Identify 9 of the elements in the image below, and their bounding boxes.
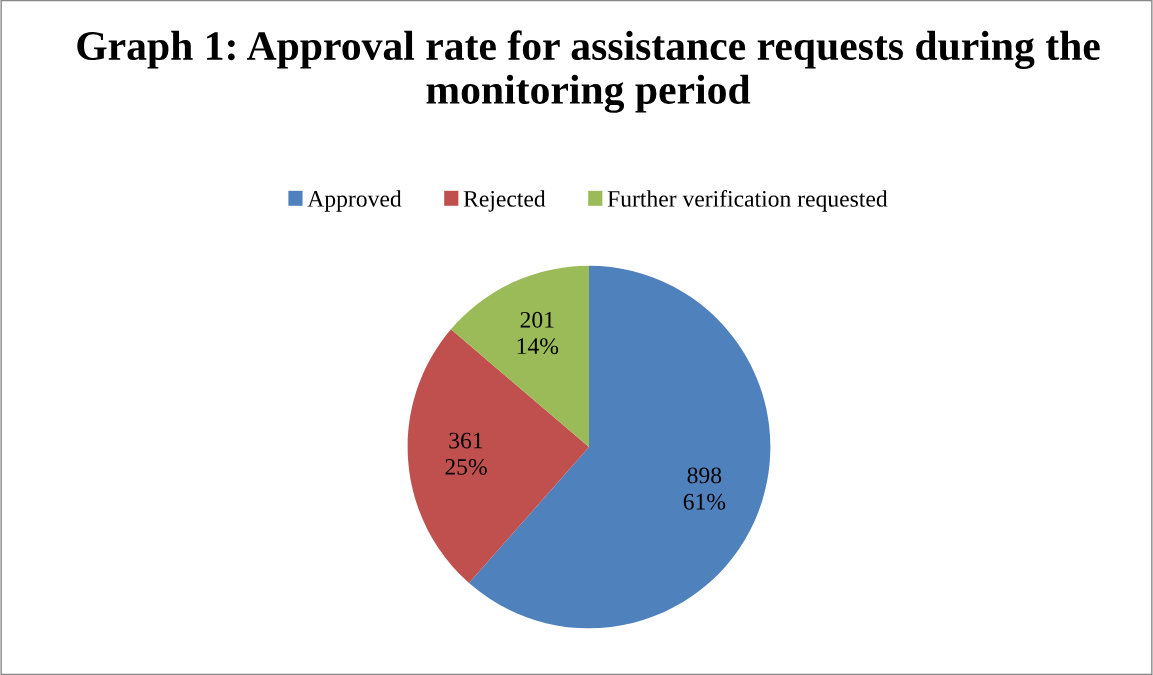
legend-label: Rejected: [463, 190, 546, 212]
pie-slice: [407, 329, 589, 583]
data-label: 361 25%: [445, 432, 487, 475]
legend-label: Approved: [307, 190, 402, 212]
data-label: 898 61%: [683, 467, 726, 510]
data-label: 201 14%: [517, 311, 559, 355]
legend-label: Further verification requested: [607, 190, 888, 212]
pie-slice: [450, 265, 589, 447]
chart-title: Graph 1: Approval rate for assistance requests during the monitoring period: [77, 30, 1100, 113]
